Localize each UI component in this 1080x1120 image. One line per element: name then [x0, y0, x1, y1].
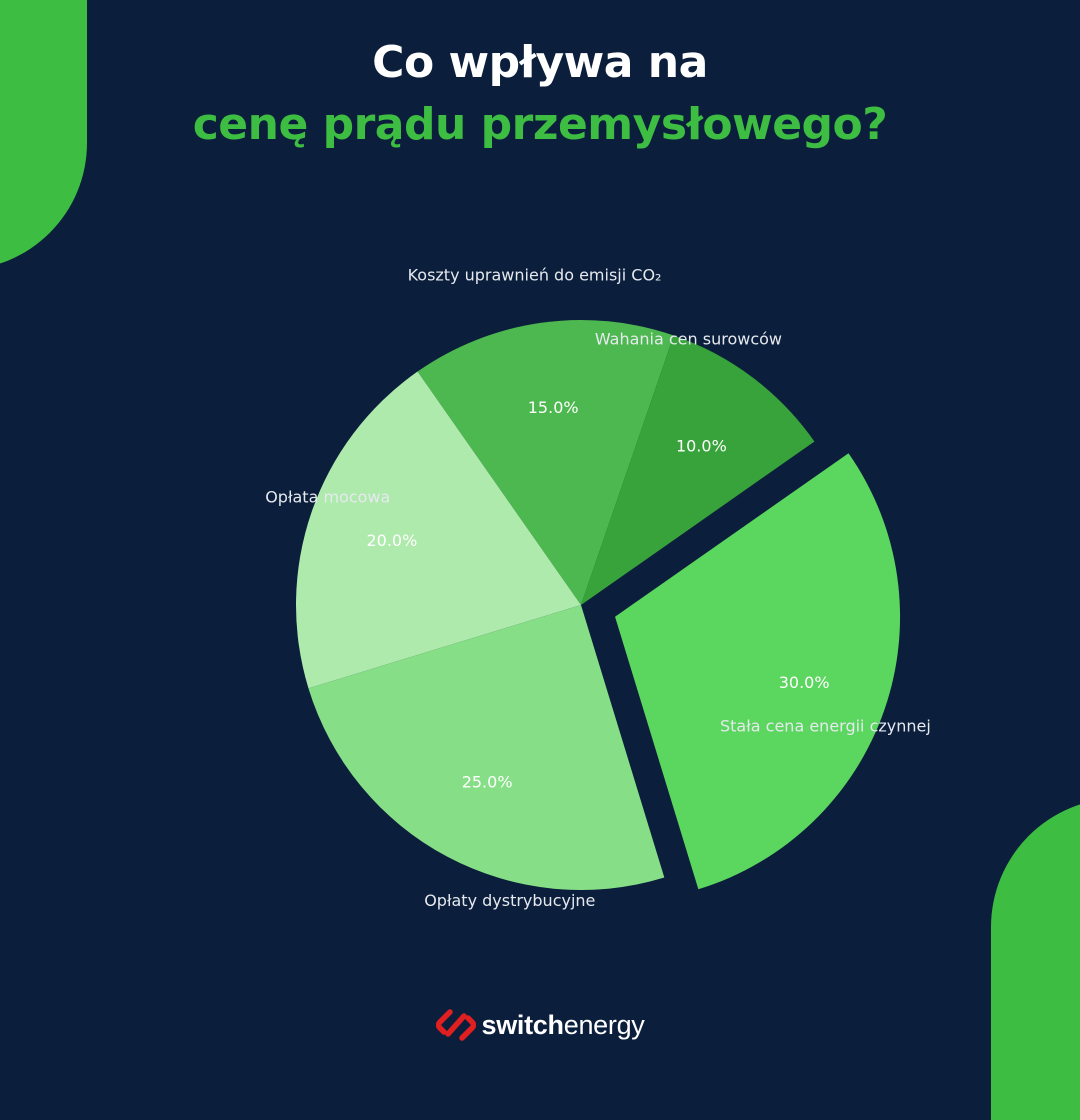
slice-category-label: Stała cena energii czynnej — [720, 716, 931, 735]
slice-percent-label: 25.0% — [462, 773, 513, 792]
brand-name: switchenergy — [482, 1010, 645, 1041]
brand-name-regular: energy — [563, 1009, 645, 1040]
pie-slice — [615, 453, 901, 890]
slice-percent-label: 30.0% — [779, 673, 830, 692]
slice-category-label: Opłata mocowa — [265, 487, 390, 506]
title-line-2: cenę prądu przemysłowego? — [192, 99, 888, 150]
pie-chart: 15.0% Koszty uprawnień do emisji CO₂ 20.0%… — [265, 265, 931, 910]
slice-percent-label: 10.0% — [676, 436, 727, 455]
slice-percent-label: 15.0% — [528, 398, 579, 417]
slice-percent-label: 20.0% — [366, 531, 417, 550]
title-line-1: Co wpływa na — [372, 37, 708, 88]
pie-slice — [581, 335, 815, 605]
pie-slice — [417, 319, 674, 605]
slice-category-label: Koszty uprawnień do emisji CO₂ — [408, 265, 662, 284]
pie-slice — [295, 371, 581, 689]
slice-category-label: Wahania cen surowców — [595, 329, 782, 348]
page-title: Co wpływa na cenę prądu przemysłowego? — [0, 32, 1080, 156]
brand-name-bold: switch — [481, 1009, 565, 1040]
pie-slice — [308, 605, 665, 890]
brand-logo: switchenergy — [0, 1008, 1080, 1042]
slice-category-label: Opłaty dystrybucyjne — [424, 891, 595, 910]
switch-logo-icon — [435, 1009, 476, 1041]
